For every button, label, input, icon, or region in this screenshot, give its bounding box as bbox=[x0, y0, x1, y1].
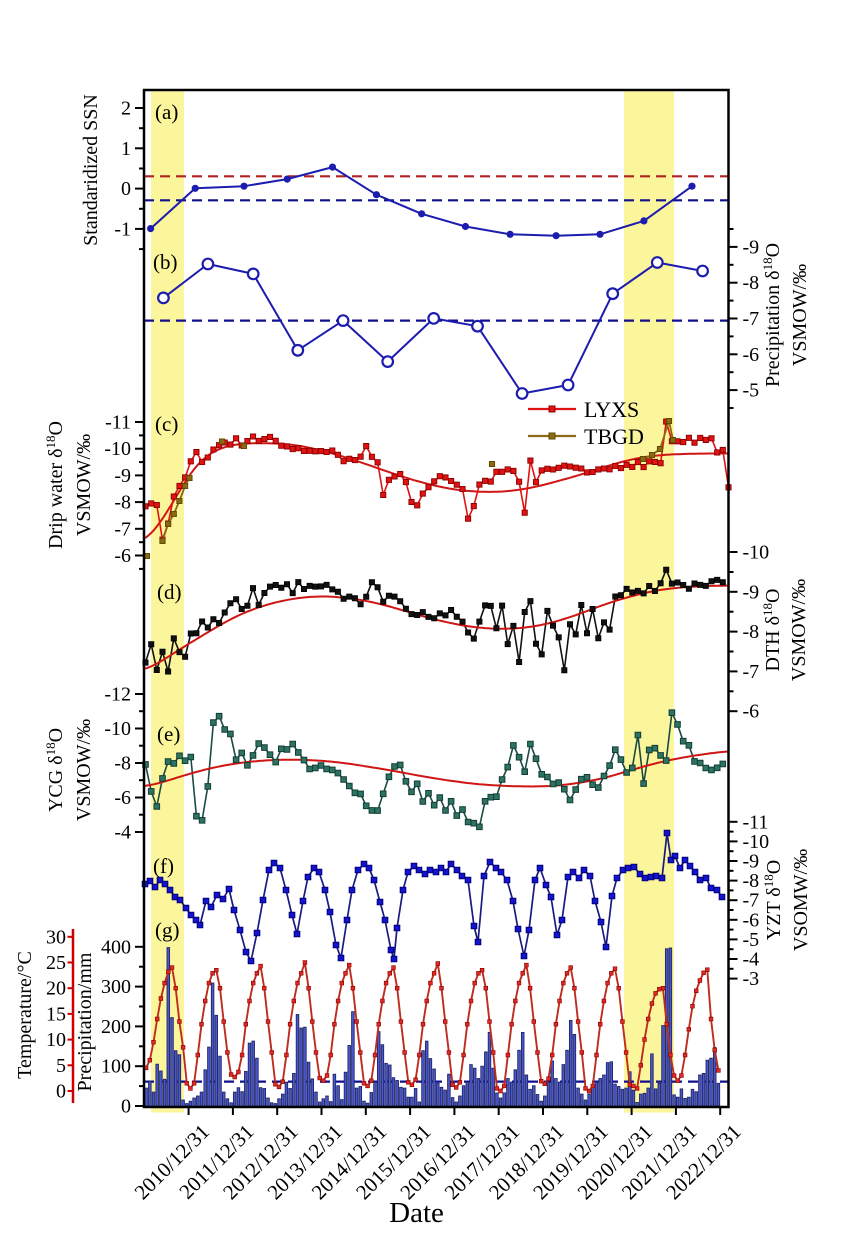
svg-text:-8: -8 bbox=[743, 272, 760, 294]
svg-text:VSMOW/‰: VSMOW/‰ bbox=[789, 264, 811, 366]
svg-text:30: 30 bbox=[46, 926, 66, 948]
svg-text:-10: -10 bbox=[743, 831, 770, 853]
svg-text:(c): (c) bbox=[155, 412, 178, 436]
svg-text:15: 15 bbox=[46, 1003, 66, 1025]
svg-text:-5: -5 bbox=[743, 380, 760, 402]
svg-text:-8: -8 bbox=[743, 870, 760, 892]
svg-text:-8: -8 bbox=[743, 621, 760, 643]
svg-text:(a): (a) bbox=[155, 100, 178, 124]
svg-text:10: 10 bbox=[46, 1029, 66, 1051]
svg-text:-4: -4 bbox=[114, 822, 131, 844]
svg-text:5: 5 bbox=[56, 1055, 66, 1077]
svg-text:Temperature/°C: Temperature/°C bbox=[14, 951, 36, 1079]
svg-text:-12: -12 bbox=[104, 684, 131, 706]
svg-text:300: 300 bbox=[101, 976, 131, 998]
svg-text:VSOMW/‰: VSOMW/‰ bbox=[790, 849, 812, 951]
svg-text:VSMOW/‰: VSMOW/‰ bbox=[788, 579, 810, 681]
svg-text:-8: -8 bbox=[114, 753, 131, 775]
svg-text:-6: -6 bbox=[743, 344, 760, 366]
svg-text:YZT δ18O: YZT δ18O bbox=[761, 860, 786, 940]
svg-text:-10: -10 bbox=[104, 718, 131, 740]
svg-text:TBGD: TBGD bbox=[584, 424, 644, 449]
svg-text:(e): (e) bbox=[157, 722, 180, 746]
svg-text:-7: -7 bbox=[114, 518, 131, 540]
svg-text:-6: -6 bbox=[114, 787, 131, 809]
svg-text:LYXS: LYXS bbox=[584, 397, 639, 422]
svg-text:-7: -7 bbox=[743, 308, 760, 330]
svg-text:-9: -9 bbox=[114, 465, 131, 487]
svg-text:(b): (b) bbox=[153, 250, 178, 274]
svg-text:Date: Date bbox=[389, 1197, 444, 1229]
svg-text:Standaridized SSN: Standaridized SSN bbox=[80, 94, 102, 246]
svg-text:-11: -11 bbox=[743, 811, 769, 833]
svg-text:2: 2 bbox=[121, 98, 131, 120]
svg-text:25: 25 bbox=[46, 952, 66, 974]
svg-text:-4: -4 bbox=[743, 949, 760, 971]
svg-text:-9: -9 bbox=[743, 851, 760, 873]
svg-text:-8: -8 bbox=[114, 492, 131, 514]
svg-text:Precipitation/mm: Precipitation/mm bbox=[74, 952, 96, 1091]
svg-text:-5: -5 bbox=[743, 929, 760, 951]
svg-text:-6: -6 bbox=[743, 909, 760, 931]
svg-text:(d): (d) bbox=[157, 580, 182, 604]
svg-text:VSMOW/‰: VSMOW/‰ bbox=[73, 719, 95, 821]
svg-text:-6: -6 bbox=[743, 701, 760, 723]
svg-text:400: 400 bbox=[101, 936, 131, 958]
svg-text:0: 0 bbox=[121, 1096, 131, 1118]
svg-text:-9: -9 bbox=[743, 581, 760, 603]
svg-text:20: 20 bbox=[46, 978, 66, 1000]
svg-text:100: 100 bbox=[101, 1056, 131, 1078]
svg-text:-7: -7 bbox=[743, 661, 760, 683]
svg-text:-10: -10 bbox=[743, 542, 770, 564]
svg-text:-10: -10 bbox=[104, 438, 131, 460]
svg-text:1: 1 bbox=[121, 138, 131, 160]
svg-text:DTH δ18O: DTH δ18O bbox=[760, 589, 785, 672]
svg-text:-11: -11 bbox=[105, 412, 131, 434]
svg-text:0: 0 bbox=[56, 1081, 66, 1103]
svg-text:(f): (f) bbox=[153, 854, 174, 878]
svg-text:-6: -6 bbox=[114, 545, 131, 567]
svg-text:(g): (g) bbox=[155, 918, 180, 942]
svg-text:-7: -7 bbox=[743, 890, 760, 912]
svg-text:VSMOW/‰: VSMOW/‰ bbox=[73, 434, 95, 536]
svg-text:YCG δ18O: YCG δ18O bbox=[43, 728, 68, 812]
svg-text:-9: -9 bbox=[743, 236, 760, 258]
svg-text:-1: -1 bbox=[114, 218, 131, 240]
svg-text:200: 200 bbox=[101, 1016, 131, 1038]
svg-text:0: 0 bbox=[121, 178, 131, 200]
svg-text:-3: -3 bbox=[743, 968, 760, 990]
